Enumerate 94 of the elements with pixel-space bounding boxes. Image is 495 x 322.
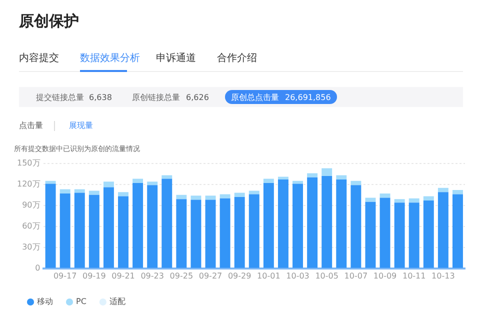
y-tick-label: 60万 (22, 221, 40, 230)
y-tick-label: 0 (35, 263, 40, 272)
y-tick-label: 150万 (16, 158, 40, 168)
bar (248, 194, 260, 268)
bar (307, 173, 318, 178)
x-tick-label: 10-03 (286, 271, 310, 280)
bar (103, 187, 114, 268)
bar (263, 178, 274, 183)
x-tick-label: 10-13 (432, 271, 455, 280)
text: 原创总点击量 (231, 92, 279, 104)
y-tick-label: 120万 (16, 179, 40, 188)
x-tick-label: 10-01 (257, 271, 280, 280)
bar (234, 197, 245, 268)
text: 提交链接总量 (36, 92, 84, 104)
text: 点击量 (19, 120, 43, 132)
bar (220, 198, 230, 268)
bar (176, 194, 187, 200)
bar (60, 189, 70, 194)
bar (147, 182, 158, 186)
x-tick-label: 10-09 (373, 271, 397, 280)
x-tick-label: 09-19 (82, 271, 106, 280)
bar (234, 192, 245, 197)
bar (438, 188, 448, 192)
x-tick-label: 10-05 (315, 271, 338, 280)
bar (322, 168, 332, 176)
bar (88, 194, 100, 268)
bar (162, 178, 172, 268)
text: 6,638 (89, 92, 112, 104)
bar (380, 198, 390, 268)
x-tick-label: 09-29 (228, 271, 252, 280)
bar (423, 196, 434, 200)
legend-label: 适配 (109, 297, 126, 306)
bar (132, 183, 144, 268)
bar (423, 200, 434, 268)
bar (307, 177, 318, 268)
x-tick-label: 09-21 (112, 271, 135, 280)
x-tick-label: 09-27 (198, 271, 222, 280)
text: 6,626 (186, 92, 209, 104)
y-tick-label: 90万 (22, 200, 40, 210)
text: 内容提交 (19, 53, 59, 65)
bar (45, 180, 56, 184)
text: 26,691,856 (285, 92, 331, 104)
x-tick-label: 10-07 (344, 271, 368, 280)
bar (292, 180, 303, 184)
bar (176, 199, 187, 268)
bar (394, 199, 405, 203)
x-tick-label: 09-17 (53, 271, 77, 280)
bar (118, 196, 128, 268)
bar (74, 189, 85, 193)
text: 数据效果分析 (80, 53, 140, 65)
x-tick-label: 09-23 (140, 271, 164, 280)
bar (350, 180, 362, 186)
bar (408, 202, 420, 268)
bar (438, 192, 448, 268)
bar (365, 198, 376, 202)
y-tick-label: 30万 (22, 242, 40, 252)
text: 合作介绍 (217, 53, 257, 65)
text: 展现量 (69, 120, 93, 132)
bar (190, 196, 202, 200)
bar (205, 200, 216, 268)
bar (278, 180, 288, 268)
bar (45, 184, 56, 268)
bar (88, 190, 100, 195)
bar (278, 176, 288, 180)
bar (380, 194, 390, 198)
bar (292, 184, 303, 268)
bar (118, 192, 128, 196)
bar (452, 190, 463, 194)
text: 原创链接总量 (132, 92, 180, 104)
chart-title: 原创保护 (19, 12, 79, 31)
bar (190, 200, 202, 268)
x-tick-label: 09-25 (170, 271, 194, 280)
bar (263, 183, 274, 268)
bar (336, 175, 347, 180)
bar (394, 202, 405, 268)
bar (322, 176, 332, 268)
bar (365, 202, 376, 268)
bar (147, 185, 158, 268)
legend-label: 移动 (37, 297, 53, 306)
bar (350, 185, 362, 268)
bar (205, 196, 216, 200)
legend-label: PC (76, 297, 87, 306)
bar (60, 194, 70, 268)
bar (408, 198, 420, 203)
bar (74, 192, 85, 268)
bar (162, 175, 172, 179)
bar (336, 180, 347, 268)
bar (248, 190, 260, 194)
bar (103, 182, 114, 188)
text: 申诉通道 (156, 53, 196, 65)
bar (132, 178, 144, 183)
bar (220, 194, 230, 198)
x-tick-label: 10-11 (402, 271, 426, 280)
bar (452, 194, 463, 268)
